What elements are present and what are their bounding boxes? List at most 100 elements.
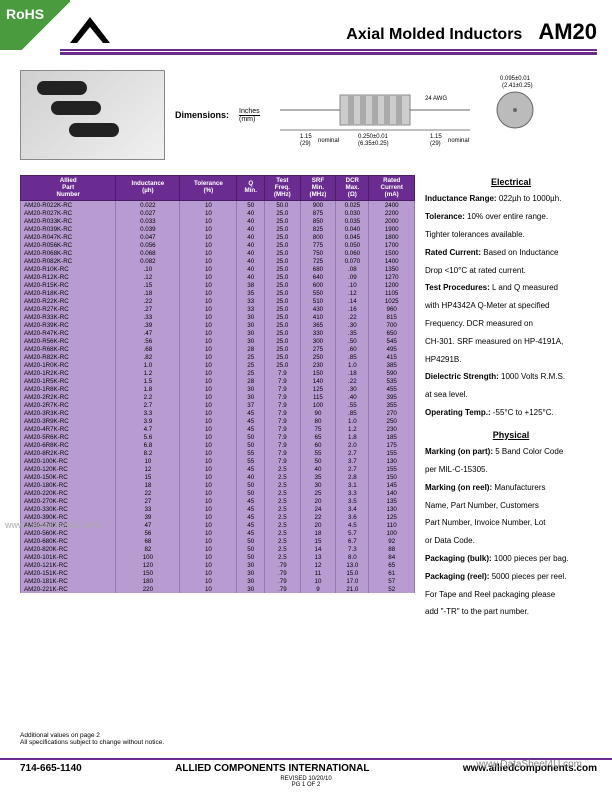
table-cell: 145 — [369, 481, 415, 489]
table-cell: 3.1 — [336, 481, 369, 489]
table-cell: .30 — [336, 385, 369, 393]
table-cell: 2.8 — [336, 473, 369, 481]
table-cell: 395 — [369, 393, 415, 401]
table-cell: 415 — [369, 353, 415, 361]
table-cell: AM20-R10K-RC — [21, 265, 116, 273]
table-cell: 2.5 — [265, 521, 301, 529]
table-cell: 0.056 — [116, 241, 180, 249]
table-cell: 10 — [180, 361, 237, 369]
table-row: AM20-121K-RC1201030.791213.065 — [21, 561, 415, 569]
table-cell: 10 — [180, 521, 237, 529]
table-cell: 10 — [180, 257, 237, 265]
table-cell: 7.9 — [265, 369, 301, 377]
table-cell: 45 — [237, 529, 265, 537]
table-cell: AM20-R56K-RC — [21, 337, 116, 345]
table-cell: 40 — [300, 465, 336, 473]
table-cell: 25.0 — [265, 361, 301, 369]
table-cell: 47 — [116, 521, 180, 529]
table-cell: 40 — [237, 233, 265, 241]
table-cell: AM20-R12K-RC — [21, 273, 116, 281]
table-cell: .14 — [336, 297, 369, 305]
table-cell: AM20-1R5K-RC — [21, 377, 116, 385]
table-cell: 15 — [300, 537, 336, 545]
table-cell: 10 — [180, 201, 237, 210]
table-cell: AM20-R027K-RC — [21, 209, 116, 217]
table-cell: 10 — [180, 313, 237, 321]
svg-text:0.250±0.01: 0.250±0.01 — [358, 134, 389, 140]
table-cell: AM20-150K-RC — [21, 473, 116, 481]
table-header: QMin. — [237, 176, 265, 201]
table-cell: 270 — [369, 409, 415, 417]
table-cell: 1.2 — [116, 369, 180, 377]
table-cell: 2.5 — [265, 513, 301, 521]
table-cell: 35 — [300, 473, 336, 481]
table-row: AM20-R56K-RC.56103025.0300.50545 — [21, 337, 415, 345]
table-cell: 10 — [180, 537, 237, 545]
table-cell: 0.068 — [116, 249, 180, 257]
svg-text:nominal: nominal — [318, 138, 339, 144]
table-cell: 88 — [369, 545, 415, 553]
svg-text:(2.41±0.25): (2.41±0.25) — [502, 83, 533, 89]
table-cell: 22 — [300, 513, 336, 521]
table-cell: .12 — [116, 273, 180, 281]
table-cell: .15 — [116, 281, 180, 289]
table-cell: 1400 — [369, 257, 415, 265]
table-cell: .85 — [336, 409, 369, 417]
table-cell: .18 — [336, 369, 369, 377]
svg-text:24 AWG: 24 AWG — [425, 96, 447, 102]
table-cell: 40 — [237, 225, 265, 233]
table-cell: 590 — [369, 369, 415, 377]
table-header: TestFreq.(MHz) — [265, 176, 301, 201]
table-cell: 510 — [300, 297, 336, 305]
table-cell: 100 — [300, 401, 336, 409]
table-cell: 25.0 — [265, 321, 301, 329]
table-cell: 25.0 — [265, 233, 301, 241]
table-row: AM20-1R5K-RC1.510287.9140.22535 — [21, 377, 415, 385]
table-cell: 60 — [300, 441, 336, 449]
table-cell: 17.0 — [336, 577, 369, 585]
table-cell: 40 — [237, 265, 265, 273]
table-cell: 0.082 — [116, 257, 180, 265]
table-cell: AM20-R27K-RC — [21, 305, 116, 313]
table-header: DCRMax.(Ω) — [336, 176, 369, 201]
table-row: AM20-R027K-RC0.027104025.08750.0302200 — [21, 209, 415, 217]
table-cell: 4.5 — [336, 521, 369, 529]
svg-text:1.15: 1.15 — [430, 134, 442, 140]
table-cell: 2.7 — [116, 401, 180, 409]
table-row: AM20-560K-RC5610452.5185.7100 — [21, 529, 415, 537]
table-cell: 10 — [180, 457, 237, 465]
table-cell: AM20-R033K-RC — [21, 217, 116, 225]
table-cell: 1.0 — [116, 361, 180, 369]
table-row: AM20-3R9K-RC3.910457.9801.0250 — [21, 417, 415, 425]
table-row: AM20-120K-RC1210452.5402.7155 — [21, 465, 415, 473]
product-subtitle: Axial Molded Inductors — [346, 26, 522, 44]
table-cell: AM20-2R7K-RC — [21, 401, 116, 409]
table-cell: 10 — [180, 209, 237, 217]
part-family: AM20 — [538, 19, 597, 45]
table-cell: 40 — [237, 249, 265, 257]
table-cell: 140 — [300, 377, 336, 385]
dimension-diagram: 24 AWG 0.095±0.01 (2.41±0.25) 1.15(29)no… — [270, 70, 597, 160]
table-cell: 10 — [180, 585, 237, 593]
table-cell: 3.3 — [116, 409, 180, 417]
table-cell: 10 — [180, 505, 237, 513]
table-cell: 2.5 — [265, 465, 301, 473]
table-cell: 7.9 — [265, 393, 301, 401]
table-row: AM20-R68K-RC.68102825.0275.60495 — [21, 345, 415, 353]
table-cell: 50 — [237, 433, 265, 441]
table-cell: .10 — [336, 281, 369, 289]
table-row: AM20-R056K-RC0.056104025.07750.0501700 — [21, 241, 415, 249]
table-cell: 7.9 — [265, 409, 301, 417]
table-cell: 10 — [180, 569, 237, 577]
table-cell: 365 — [300, 321, 336, 329]
table-cell: 25 — [237, 353, 265, 361]
table-cell: 10 — [180, 401, 237, 409]
table-cell: 25.0 — [265, 305, 301, 313]
table-cell: 25 — [300, 489, 336, 497]
table-cell: 10 — [180, 489, 237, 497]
table-cell: 130 — [369, 505, 415, 513]
table-row: AM20-220K-RC2210502.5253.3140 — [21, 489, 415, 497]
table-cell: 57 — [369, 577, 415, 585]
table-cell: AM20-R22K-RC — [21, 297, 116, 305]
table-cell: 2.5 — [265, 529, 301, 537]
